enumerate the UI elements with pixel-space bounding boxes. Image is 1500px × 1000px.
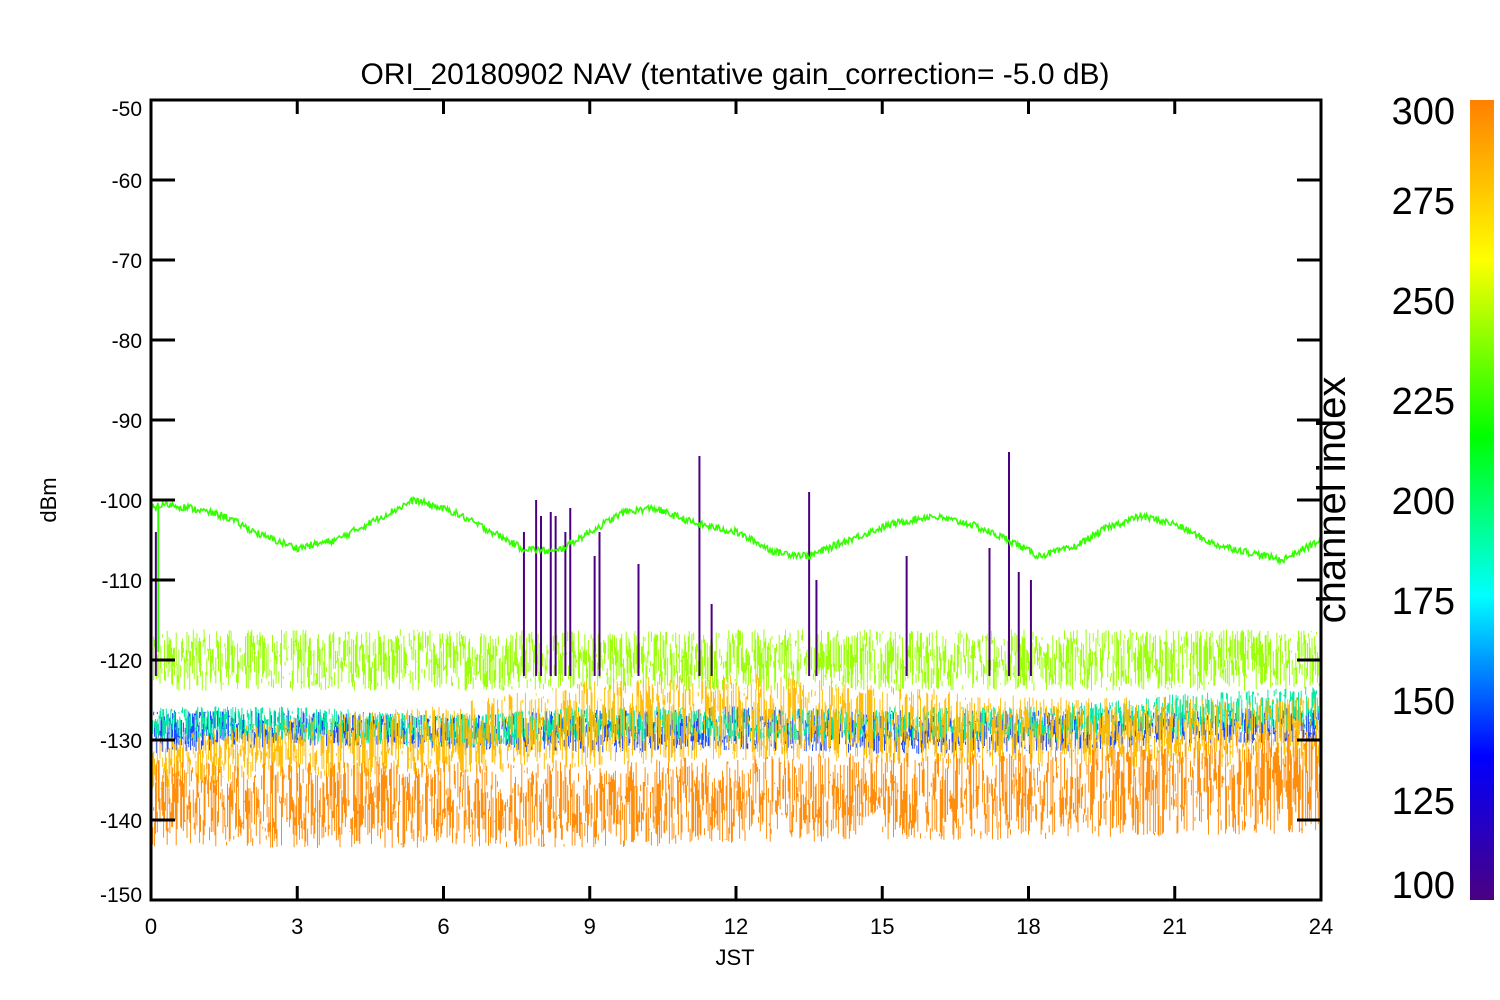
series-noise-ch255: [151, 629, 1321, 691]
series-line-ch230: [151, 496, 1321, 566]
colorbar: [1470, 100, 1494, 900]
y-tick-label: -60: [112, 170, 142, 193]
series-noise-ch295: [151, 728, 1321, 848]
x-tick-label: 18: [1016, 914, 1040, 939]
colorbar-tick-label: 250: [1392, 281, 1455, 323]
colorbar-tick-label: 300: [1392, 91, 1455, 133]
colorbar-tick-label: 175: [1392, 581, 1455, 623]
y-tick-label: -80: [112, 330, 142, 353]
y-tick-label: -150: [100, 884, 142, 907]
x-tick-label: 21: [1163, 914, 1187, 939]
y-tick-label: -140: [100, 810, 142, 833]
x-tick-label: 3: [291, 914, 303, 939]
colorbar-tick-label: 125: [1392, 781, 1455, 823]
y-tick-label: -90: [112, 410, 142, 433]
plot-area: [151, 452, 1321, 848]
y-tick-label: -70: [112, 250, 142, 273]
x-tick-label: 12: [724, 914, 748, 939]
chart-title: ORI_20180902 NAV (tentative gain_correct…: [360, 58, 1109, 91]
y-tick-label: -130: [100, 730, 142, 753]
series-noise-ch280: [151, 674, 1321, 789]
colorbar-tick-label: 275: [1392, 181, 1455, 223]
axes: 0 3 6 9 12 15 18 21 24 -50 -60 -70 -80 -90 -100 -110 -12…: [100, 98, 1333, 939]
x-tick-label: 9: [584, 914, 596, 939]
series-band-ch255: [151, 629, 1321, 691]
series-band-ch280: [151, 674, 1321, 789]
colorbar-tick-label: 200: [1392, 481, 1455, 523]
y-tick-label: -110: [102, 570, 142, 593]
x-tick-label: 0: [145, 914, 157, 939]
x-tick-label: 6: [437, 914, 449, 939]
colorbar-tick-label: 150: [1392, 681, 1455, 723]
series-spikes-ch105: [154, 452, 1032, 676]
y-tick-label: -50: [112, 98, 142, 121]
x-tick-label: 15: [870, 914, 894, 939]
colorbar-label: channel index: [1310, 377, 1354, 624]
y-axis-label: dBm: [36, 477, 61, 522]
x-tick-label: 24: [1309, 914, 1333, 939]
colorbar-tick-label: 225: [1392, 381, 1455, 423]
colorbar-ticks: 100 125 150 175 200 225 250 275 300: [1392, 91, 1455, 907]
colorbar-tick-label: 100: [1392, 865, 1455, 907]
y-tick-label: -120: [100, 650, 142, 673]
series-band-ch295: [151, 728, 1321, 848]
x-axis-label: JST: [715, 945, 754, 970]
y-tick-label: -100: [100, 490, 142, 513]
